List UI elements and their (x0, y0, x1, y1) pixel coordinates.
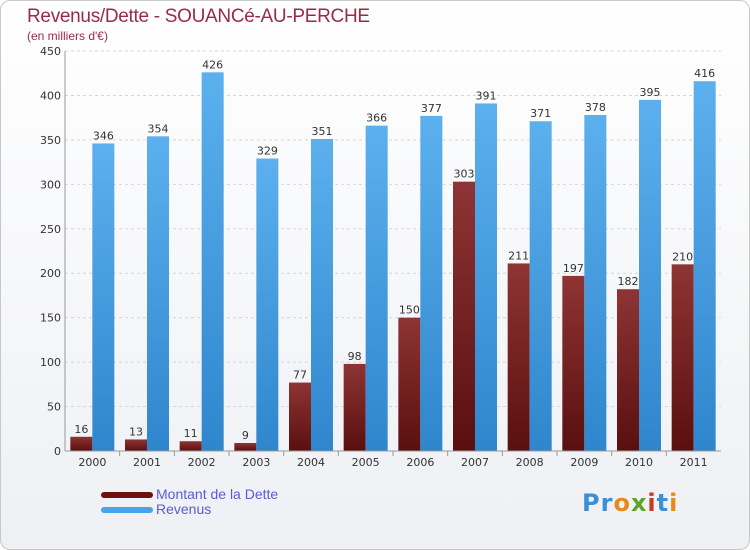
bar-dette-2011 (671, 264, 694, 451)
bar-revenus-2010 (639, 99, 661, 451)
x-tick-label-2011: 2011 (680, 456, 708, 469)
bar-revenus-2001 (147, 136, 169, 452)
value-label-dette-2003: 9 (242, 429, 249, 442)
bar-revenus-2006 (420, 115, 443, 451)
value-label-revenus-2005: 366 (366, 112, 387, 125)
value-label-dette-2005: 98 (348, 350, 362, 363)
x-tick-label-2006: 2006 (406, 456, 434, 469)
x-tick-label-2004: 2004 (297, 456, 325, 469)
value-label-dette-2006: 150 (399, 304, 420, 317)
bar-revenus-2003 (256, 158, 279, 452)
y-tick-label: 150 (40, 312, 61, 325)
value-label-revenus-2010: 395 (640, 86, 661, 99)
x-tick-label-2007: 2007 (461, 456, 489, 469)
bar-revenus-2002 (201, 72, 224, 451)
value-label-dette-2002: 11 (184, 427, 198, 440)
bar-revenus-2011 (693, 81, 716, 451)
bar-layer: 16 346 13 354 11 426 9 329 77 351 98 366 150 377 303 39… (70, 58, 716, 452)
value-label-dette-2008: 211 (508, 249, 529, 262)
y-tick-label: 0 (54, 445, 61, 458)
value-label-revenus-2001: 354 (148, 122, 169, 135)
chart-title: Revenus/Dette - SOUANCé-AU-PERCHE (27, 6, 370, 27)
bar-dette-2008 (507, 263, 530, 451)
x-tick-label-2003: 2003 (242, 456, 270, 469)
legend-label-revenus: Revenus (156, 501, 212, 517)
legend-swatch-dette (101, 492, 153, 498)
value-label-dette-2004: 77 (293, 369, 307, 382)
x-tick-label-2009: 2009 (570, 456, 598, 469)
bar-dette-2006 (398, 317, 421, 451)
x-tick-label-2000: 2000 (78, 456, 106, 469)
bar-revenus-2008 (529, 121, 552, 451)
legend-label-dette: Montant de la Dette (156, 486, 279, 502)
x-tick-label-2001: 2001 (133, 456, 161, 469)
value-label-revenus-2003: 329 (257, 145, 278, 158)
value-label-revenus-2006: 377 (421, 102, 442, 115)
y-tick-label: 100 (40, 356, 61, 369)
x-tick-label-2005: 2005 (352, 456, 380, 469)
value-label-revenus-2009: 378 (585, 101, 606, 114)
bar-dette-2004 (289, 382, 311, 451)
y-tick-label: 300 (40, 178, 61, 191)
value-label-dette-2011: 210 (672, 250, 693, 263)
x-tick-label-2008: 2008 (516, 456, 544, 469)
bar-dette-2010 (617, 289, 639, 451)
x-tick-label-2002: 2002 (188, 456, 216, 469)
value-label-revenus-2002: 426 (202, 58, 223, 71)
y-tick-label: 450 (40, 45, 61, 58)
bar-revenus-2009 (584, 115, 607, 451)
y-tick-label: 50 (47, 401, 61, 414)
value-label-dette-2009: 197 (563, 262, 584, 275)
bar-dette-2009 (562, 275, 585, 451)
value-label-dette-2001: 13 (129, 425, 143, 438)
value-label-revenus-2008: 371 (530, 107, 551, 120)
y-tick-label: 400 (40, 89, 61, 102)
value-label-dette-2010: 182 (618, 275, 639, 288)
axis-layer: 0 50 100 150 200 250 300 350 400 450 2000 2001 2002 2… (40, 45, 721, 469)
bar-revenus-2004 (311, 139, 333, 451)
y-tick-label: 200 (40, 267, 61, 280)
y-tick-label: 250 (40, 223, 61, 236)
value-label-dette-2007: 303 (454, 168, 475, 181)
bar-dette-2007 (453, 181, 475, 451)
chart-subtitle: (en milliers d'€) (27, 29, 108, 43)
legend-swatch-revenus (101, 507, 153, 513)
proxiti-logo: Proxiti (582, 489, 679, 517)
bar-dette-2003 (234, 443, 257, 451)
bar-dette-2001 (125, 439, 147, 451)
value-label-revenus-2011: 416 (694, 67, 715, 80)
bar-revenus-2005 (365, 125, 388, 452)
bar-dette-2005 (343, 363, 366, 451)
value-label-revenus-2007: 391 (476, 89, 497, 102)
x-tick-label-2010: 2010 (625, 456, 653, 469)
bar-revenus-2000 (92, 143, 115, 451)
value-label-revenus-2000: 346 (93, 129, 114, 142)
value-label-revenus-2004: 351 (312, 125, 333, 138)
bar-dette-2000 (70, 436, 93, 451)
grid-layer (65, 50, 721, 452)
y-tick-label: 350 (40, 134, 61, 147)
bar-revenus-2007 (475, 103, 497, 451)
bar-dette-2002 (179, 441, 202, 451)
value-label-dette-2000: 16 (74, 423, 88, 436)
